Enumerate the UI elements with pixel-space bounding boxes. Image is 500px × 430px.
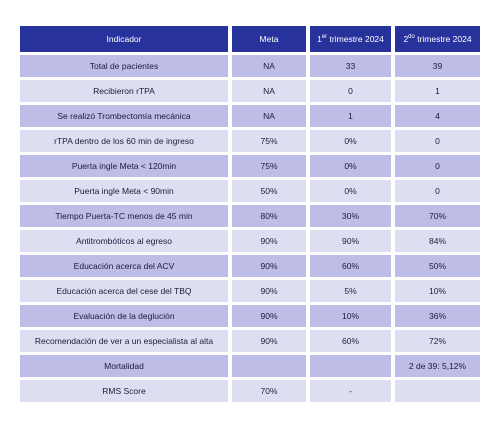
indicator-cell: Recibieron rTPA [20, 80, 228, 102]
value-cell: 90% [232, 305, 306, 327]
table-row: Total de pacientes NA 33 39 [20, 55, 480, 77]
table-row: rTPA dentro de los 60 min de ingreso 75% 0… [20, 130, 480, 152]
value-cell: 0 [395, 155, 480, 177]
value-cell: 90% [310, 230, 391, 252]
value-cell: 10% [395, 280, 480, 302]
value-cell: 0% [310, 155, 391, 177]
table-row: Evaluación de la deglución 90% 10% 36% [20, 305, 480, 327]
indicator-cell: Antitrombóticos al egreso [20, 230, 228, 252]
value-cell: 50% [232, 180, 306, 202]
value-cell: 84% [395, 230, 480, 252]
value-cell: 10% [310, 305, 391, 327]
table-row: Recibieron rTPA NA 0 1 [20, 80, 480, 102]
value-cell: 5% [310, 280, 391, 302]
value-cell: 60% [310, 255, 391, 277]
indicator-cell: rTPA dentro de los 60 min de ingreso [20, 130, 228, 152]
value-cell: 4 [395, 105, 480, 127]
indicator-cell: Evaluación de la deglución [20, 305, 228, 327]
value-cell: 33 [310, 55, 391, 77]
value-cell: 2 de 39: 5,12% [395, 355, 480, 377]
table-row: Puerta ingle Meta < 90min 50% 0% 0 [20, 180, 480, 202]
value-cell: 0 [395, 180, 480, 202]
header-number: 2 [403, 34, 409, 44]
table-row: Mortalidad 2 de 39: 5,12% [20, 355, 480, 377]
indicator-table: Indicador Meta 1er trimestre 2024 2do trime… [16, 23, 484, 405]
value-cell: 1 [310, 105, 391, 127]
table-row: Puerta ingle Meta < 120min 75% 0% 0 [20, 155, 480, 177]
value-cell: NA [232, 80, 306, 102]
header-text: trimestre 2024 [414, 34, 472, 44]
value-cell: 0 [310, 80, 391, 102]
header-cell: 2do trimestre 2024 [395, 26, 480, 52]
header-cell: 1er trimestre 2024 [310, 26, 391, 52]
value-cell: 0 [395, 130, 480, 152]
indicator-cell: Total de pacientes [20, 55, 228, 77]
indicator-cell: Recomendación de ver a un especialista a… [20, 330, 228, 352]
indicator-cell: Educación acerca del cese del TBQ [20, 280, 228, 302]
value-cell: 90% [232, 230, 306, 252]
table-row: Se realizó Trombectomía mecánica NA 1 4 [20, 105, 480, 127]
header-cell: Meta [232, 26, 306, 52]
value-cell: NA [232, 55, 306, 77]
value-cell: 72% [395, 330, 480, 352]
value-cell: 0% [310, 180, 391, 202]
indicator-cell: Mortalidad [20, 355, 228, 377]
header-cell: Indicador [20, 26, 228, 52]
indicator-cell: Educación acerca del ACV [20, 255, 228, 277]
value-cell: 36% [395, 305, 480, 327]
header-ordinal: er [321, 34, 328, 41]
value-cell [232, 355, 306, 377]
indicator-cell: Se realizó Trombectomía mecánica [20, 105, 228, 127]
indicator-cell: RMS Score [20, 380, 228, 402]
value-cell: 30% [310, 205, 391, 227]
value-cell: 70% [232, 380, 306, 402]
value-cell: 1 [395, 80, 480, 102]
header-ordinal: do [408, 34, 415, 41]
value-cell: - [310, 380, 391, 402]
value-cell: 75% [232, 130, 306, 152]
value-cell: NA [232, 105, 306, 127]
table-row: Tiempo Puerta-TC menos de 45 min 80% 30% 70… [20, 205, 480, 227]
value-cell: 39 [395, 55, 480, 77]
value-cell: 60% [310, 330, 391, 352]
value-cell [395, 380, 480, 402]
value-cell [310, 355, 391, 377]
table-row: Educación acerca del cese del TBQ 90% 5% 10… [20, 280, 480, 302]
value-cell: 70% [395, 205, 480, 227]
table-row: Educación acerca del ACV 90% 60% 50% [20, 255, 480, 277]
indicator-cell: Puerta ingle Meta < 120min [20, 155, 228, 177]
value-cell: 90% [232, 280, 306, 302]
header-number: 1 [317, 34, 322, 44]
value-cell: 50% [395, 255, 480, 277]
table-row: RMS Score 70% - [20, 380, 480, 402]
indicator-cell: Puerta ingle Meta < 90min [20, 180, 228, 202]
value-cell: 90% [232, 330, 306, 352]
value-cell: 80% [232, 205, 306, 227]
value-cell: 0% [310, 130, 391, 152]
header-row: Indicador Meta 1er trimestre 2024 2do trime… [20, 26, 480, 52]
header-text: trimestre 2024 [327, 34, 384, 44]
value-cell: 75% [232, 155, 306, 177]
table-row: Recomendación de ver a un especialista a… [20, 330, 480, 352]
table-row: Antitrombóticos al egreso 90% 90% 84% [20, 230, 480, 252]
indicator-cell: Tiempo Puerta-TC menos de 45 min [20, 205, 228, 227]
value-cell: 90% [232, 255, 306, 277]
